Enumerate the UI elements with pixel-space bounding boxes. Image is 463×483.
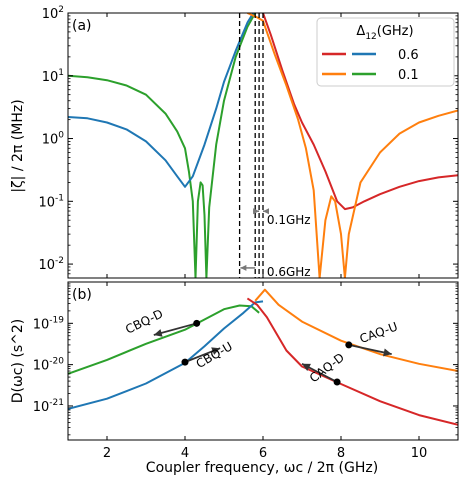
panel-b-xtick-label-2: 6 <box>259 446 267 461</box>
spacing-arrow-06-head <box>240 264 247 271</box>
panel-a: 102 101 100 10-1 10-2 (a) 0.1GHz 0.6GHz Δ12(GHz)… <box>38 5 459 279</box>
spacing-arrow-01-right-head <box>263 208 269 215</box>
panel-b-series-0 <box>68 304 260 375</box>
panel-b-marker-2 <box>345 341 353 349</box>
panel-b-arrow-label-1: CBQ-U <box>194 339 235 371</box>
panel-b-arrow-label-3: CAQ-D <box>307 350 347 385</box>
panel-a-ytick-label-3: 10-1 <box>38 193 64 210</box>
panel-b-arrow-head-1 <box>211 347 221 355</box>
panel-a-y-axis-label: |ζ| / 2π (MHz) <box>10 99 26 192</box>
panel-a-label: (a) <box>72 18 92 34</box>
panel-a-ytick-label-4: 10-2 <box>38 256 64 273</box>
legend-box <box>316 17 455 87</box>
panel-a-series-2 <box>262 13 458 211</box>
panel-b-marker-0 <box>193 319 201 327</box>
panel-b-series-2 <box>254 288 458 372</box>
panel-b-xtick-label-0: 2 <box>103 446 111 461</box>
panel-b-arrow-head-0 <box>153 329 163 337</box>
legend-entry-0: 0.6 <box>398 48 419 63</box>
panel-b-frame <box>67 281 459 441</box>
panel-b-arrow-label-2: CAQ-U <box>358 319 400 346</box>
spacing-arrow-01-left-head <box>253 208 260 215</box>
panel-b-xtick-label-1: 4 <box>181 446 189 461</box>
panel-b-ytick-label-2: 10-21 <box>33 398 64 415</box>
panel-b-arrow-head-3 <box>302 363 311 372</box>
panel-a-ytick-label-1: 101 <box>42 68 64 85</box>
panel-b-xtick-label-3: 8 <box>337 446 345 461</box>
panel-b-marker-1 <box>181 358 189 366</box>
panel-b-arrow-head-2 <box>383 348 392 357</box>
panel-b-ytick-label-1: 10-20 <box>33 357 65 374</box>
panel-a-series-3 <box>246 13 458 278</box>
legend-title: Δ12(GHz) <box>356 24 413 42</box>
panel-b-xtick-label-4: 10 <box>411 446 428 461</box>
panel-b-series-1 <box>68 300 264 410</box>
panel-b-series-3 <box>246 297 458 426</box>
legend-entry-1: 0.1 <box>398 68 419 83</box>
panel-a-annotation-0: 0.1GHz <box>267 213 311 227</box>
panel-b: 2 4 6 8 1010-1910-2010-21(b)CBQ-DCBQ-UCAQ-UC… <box>33 281 459 461</box>
x-axis-label: Coupler frequency, ωc / 2π (GHz) <box>146 460 378 476</box>
panel-b-label: (b) <box>72 287 92 303</box>
panel-a-ytick-label-0: 102 <box>42 5 64 22</box>
panel-a-series-0 <box>68 13 257 278</box>
legend: Δ12(GHz) 0.6 0.1 <box>316 17 455 87</box>
panel-a-series-1 <box>68 13 255 188</box>
panel-b-y-axis-label: D(ωc) (s^2) <box>10 319 26 403</box>
panel-a-annotation-1: 0.6GHz <box>267 265 311 279</box>
panel-b-marker-3 <box>333 378 341 386</box>
panel-b-ytick-label-0: 10-19 <box>33 315 65 332</box>
panel-a-ytick-label-2: 100 <box>42 131 65 148</box>
